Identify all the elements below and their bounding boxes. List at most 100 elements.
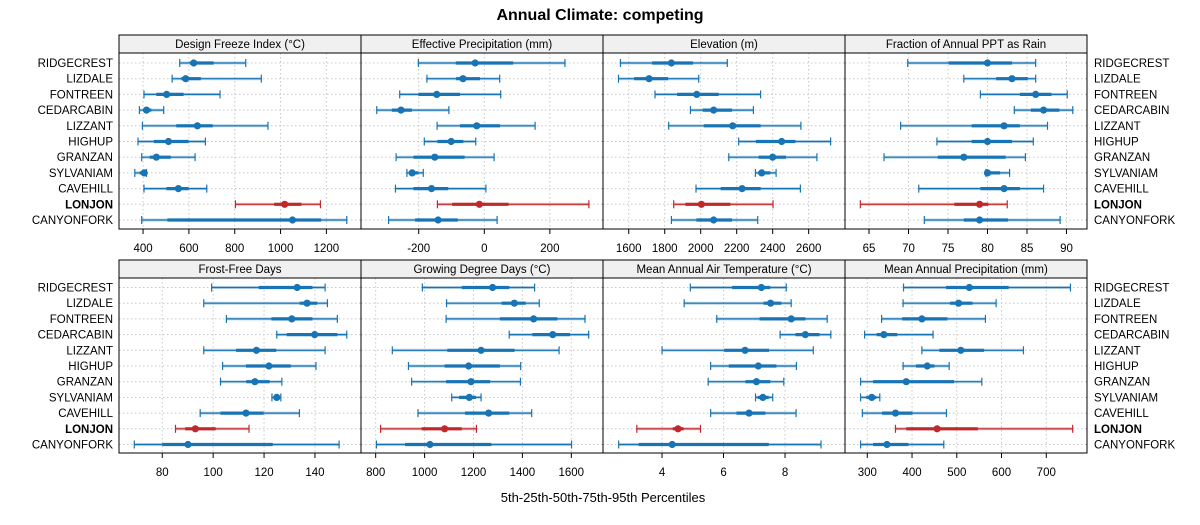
median-point <box>311 331 319 339</box>
x-tick-label: 1200 <box>314 243 340 255</box>
median-point <box>530 315 538 323</box>
x-tick-label: 1000 <box>412 467 438 479</box>
median-point <box>757 283 765 292</box>
chart-title: Annual Climate: competing <box>496 7 703 24</box>
interval-cedarcabin <box>689 106 755 115</box>
x-tick-label: 2200 <box>724 243 750 255</box>
interval-canyonfork <box>923 216 1061 224</box>
median-point <box>459 75 467 83</box>
interval-ridgecrest <box>417 59 566 67</box>
median-point <box>957 346 965 354</box>
median-point <box>1000 122 1008 130</box>
median-point <box>477 346 485 354</box>
interval-ridgecrest <box>179 59 247 67</box>
panel-3: Fraction of Annual PPT as Rain 65 70 75 80 85… <box>844 34 1088 255</box>
interval-highup <box>936 137 1034 146</box>
row-label-left: GRANZAN <box>57 152 113 164</box>
median-point <box>174 185 182 193</box>
panel-4: Frost-Free Days 80 100 120 140 <box>118 259 362 479</box>
median-point <box>252 346 261 354</box>
interval-cedarcabin <box>779 330 832 339</box>
median-point <box>745 409 753 417</box>
row-label-right: SYLVANIAM <box>1094 392 1158 404</box>
row-label-left: CAVEHILL <box>58 184 113 196</box>
median-point <box>975 216 984 224</box>
median-point <box>645 75 653 83</box>
interval-lizdale <box>171 74 262 83</box>
panel-7: Mean Annual Precipitation (mm) 300 400 500 6… <box>844 259 1088 479</box>
interval-granzan <box>859 377 983 386</box>
median-point <box>754 362 762 370</box>
x-tick-label: 85 <box>1021 243 1034 255</box>
interval-cedarcabin <box>508 330 590 339</box>
interval-fontreen <box>881 314 987 323</box>
median-point <box>152 153 160 161</box>
median-point <box>697 200 706 208</box>
row-label-left: HIGHUP <box>68 137 113 149</box>
median-point <box>693 90 701 98</box>
row-label-right: FONTREEN <box>1094 314 1157 326</box>
x-tick-label: 8 <box>782 467 788 479</box>
interval-ridgecrest <box>689 283 787 292</box>
median-point <box>902 378 910 386</box>
median-point <box>441 425 449 433</box>
median-point <box>184 440 192 449</box>
row-label-right: CAVEHILL <box>1094 184 1149 196</box>
interval-fontreen <box>399 90 502 99</box>
interval-ridgecrest <box>902 283 1072 292</box>
median-point <box>140 169 148 177</box>
row-label-right: LIZDALE <box>1094 298 1141 310</box>
median-point <box>1000 185 1008 193</box>
median-point <box>960 153 968 161</box>
interval-granzan <box>219 377 283 386</box>
median-point <box>475 200 483 208</box>
median-point <box>758 169 766 177</box>
row-label-right: CEDARCABIN <box>1094 330 1169 342</box>
median-point <box>741 346 749 354</box>
interval-lizzant <box>203 346 326 355</box>
x-tick-label: 2600 <box>796 243 822 255</box>
interval-lizzant <box>141 121 269 130</box>
median-point <box>549 331 557 339</box>
interval-canyonfork <box>133 440 340 449</box>
row-label-left: LIZDALE <box>66 298 113 310</box>
interval-lizdale <box>902 299 997 308</box>
panel-1: Effective Precipitation (mm) -200 0 200 <box>360 34 604 255</box>
row-label-left: CANYONFORK <box>32 215 113 227</box>
x-tick-label: 65 <box>863 243 876 255</box>
row-label-right: CANYONFORK <box>1094 440 1175 452</box>
row-label-left: LIZZANT <box>66 345 113 357</box>
median-point <box>710 106 718 114</box>
row-label-left: CAVEHILL <box>58 408 113 420</box>
interval-highup <box>407 362 522 370</box>
row-label-right: CANYONFORK <box>1094 215 1175 227</box>
interval-lonjon <box>379 424 478 433</box>
median-point <box>273 393 281 401</box>
interval-granzan <box>411 377 522 386</box>
row-label-left: RIDGECREST <box>38 283 113 295</box>
row-label-right: SYLVANIAM <box>1094 168 1158 180</box>
interval-ridgecrest <box>421 283 536 292</box>
interval-canyonfork <box>141 216 348 224</box>
median-point <box>447 137 455 146</box>
panel-5: Growing Degree Days (°C) 800 1000 1200 1400 1… <box>360 259 604 479</box>
interval-sylvaniam <box>134 168 148 177</box>
median-point <box>142 106 151 114</box>
interval-cedarcabin <box>1013 106 1074 115</box>
interval-cavehill <box>918 184 1045 193</box>
panel-2: Elevation (m) 1600 1800 2000 2200 2400 2600 <box>602 34 846 255</box>
median-point <box>880 331 888 339</box>
median-point <box>1039 106 1048 114</box>
median-point <box>983 59 992 67</box>
median-point <box>510 299 518 307</box>
panel-title: Frost-Free Days <box>198 264 281 276</box>
interval-fontreen <box>143 90 221 99</box>
median-point <box>163 90 171 98</box>
interval-lonjon <box>673 200 774 209</box>
median-point <box>729 122 737 130</box>
row-label-left: FONTREEN <box>50 89 113 101</box>
panel-title: Mean Annual Precipitation (mm) <box>884 264 1048 276</box>
row-label-left: FONTREEN <box>50 314 113 326</box>
x-tick-label: 1800 <box>652 243 678 255</box>
x-tick-label: 2400 <box>760 243 786 255</box>
